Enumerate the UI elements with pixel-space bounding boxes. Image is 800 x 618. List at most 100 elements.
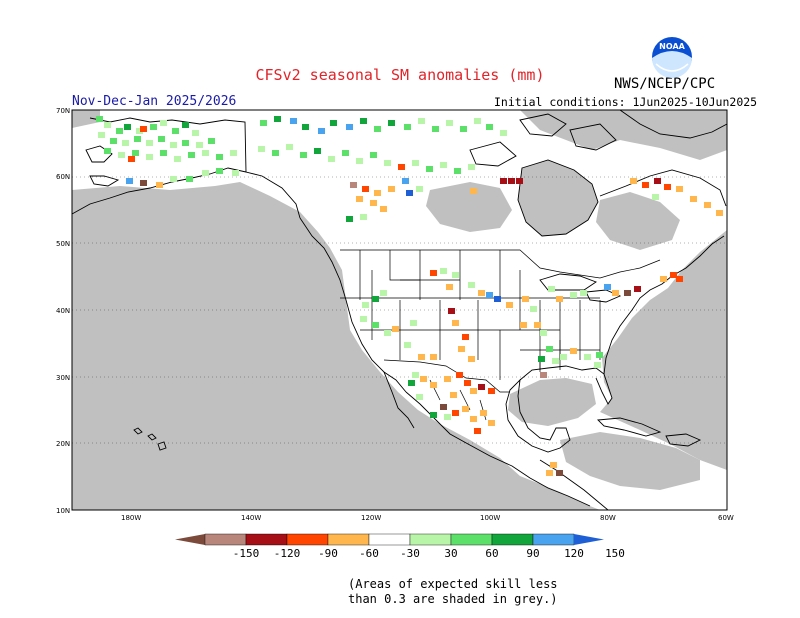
anomaly-pixel <box>330 120 337 126</box>
skill-note-line1: (Areas of expected skill less <box>348 577 558 591</box>
colorbar-label-9: 150 <box>605 547 625 560</box>
noaa-logo: NOAA <box>652 37 692 78</box>
anomaly-pixel <box>196 142 203 148</box>
anomaly-pixel <box>468 164 475 170</box>
anomaly-pixel <box>208 138 215 144</box>
colorbar-bin-8 <box>491 533 534 546</box>
anomaly-pixel <box>416 186 423 192</box>
anomaly-pixel <box>540 330 547 336</box>
colorbar-bin-5 <box>368 533 411 546</box>
lat-label-20n: 20N <box>56 440 70 448</box>
anomaly-pixels <box>96 116 723 476</box>
anomaly-pixel <box>508 178 515 184</box>
anomaly-pixel <box>392 326 399 332</box>
anomaly-pixel <box>660 276 667 282</box>
anomaly-pixel <box>546 346 553 352</box>
lon-label-140w: 140W <box>241 514 261 522</box>
anomaly-pixel <box>634 286 641 292</box>
anomaly-pixel <box>314 148 321 154</box>
anomaly-pixel <box>548 286 555 292</box>
colorbar-label-5: 30 <box>444 547 457 560</box>
anomaly-pixel <box>272 150 279 156</box>
anomaly-pixel <box>374 126 381 132</box>
anomaly-pixel <box>440 162 447 168</box>
anomaly-pixel <box>468 356 475 362</box>
lon-label-120w: 120W <box>361 514 381 522</box>
anomaly-pixel <box>186 176 193 182</box>
anomaly-pixel <box>174 156 181 162</box>
colorbar-arrow-right <box>574 534 604 545</box>
anomaly-pixel <box>458 346 465 352</box>
anomaly-pixel <box>146 140 153 146</box>
anomaly-pixel <box>704 202 711 208</box>
anomaly-pixel <box>158 136 165 142</box>
anomaly-pixel <box>416 394 423 400</box>
agency-label: NWS/NCEP/CPC <box>614 76 716 92</box>
anomaly-pixel <box>104 122 111 128</box>
anomaly-pixel <box>156 182 163 188</box>
anomaly-pixel <box>404 342 411 348</box>
anomaly-pixel <box>350 182 357 188</box>
anomaly-pixel <box>456 372 463 378</box>
anomaly-pixel <box>362 186 369 192</box>
anomaly-pixel <box>380 290 387 296</box>
anomaly-pixel <box>560 354 567 360</box>
colorbar-bin-9 <box>532 533 575 546</box>
anomaly-pixel <box>642 182 649 188</box>
anomaly-pixel <box>452 320 459 326</box>
anomaly-pixel <box>470 388 477 394</box>
colorbar-bin-2 <box>245 533 288 546</box>
anomaly-pixel <box>478 290 485 296</box>
anomaly-pixel <box>418 354 425 360</box>
anomaly-pixel <box>464 380 471 386</box>
anomaly-pixel <box>346 216 353 222</box>
anomaly-pixel <box>360 316 367 322</box>
anomaly-pixel <box>430 270 437 276</box>
anomaly-pixel <box>380 206 387 212</box>
anomaly-pixel <box>98 132 105 138</box>
anomaly-pixel <box>140 180 147 186</box>
anomaly-pixel <box>342 150 349 156</box>
anomaly-pixel <box>418 118 425 124</box>
anomaly-pixel <box>318 128 325 134</box>
anomaly-pixel <box>604 284 611 290</box>
anomaly-pixel <box>408 380 415 386</box>
anomaly-pixel <box>446 120 453 126</box>
anomaly-pixel <box>430 412 437 418</box>
anomaly-pixel <box>188 152 195 158</box>
anomaly-pixel <box>538 356 545 362</box>
anomaly-pixel <box>420 376 427 382</box>
anomaly-pixel <box>522 296 529 302</box>
colorbar-label-7: 90 <box>526 547 539 560</box>
anomaly-pixel <box>676 186 683 192</box>
anomaly-pixel <box>360 214 367 220</box>
anomaly-pixel <box>448 308 455 314</box>
anomaly-pixel <box>550 462 557 468</box>
anomaly-pixel <box>540 372 547 378</box>
colorbar: -150 -120 -90 -60 -30 30 60 90 120 150 <box>175 533 625 560</box>
anomaly-pixel <box>172 128 179 134</box>
anomaly-pixel <box>444 376 451 382</box>
anomaly-pixel <box>290 118 297 124</box>
anomaly-pixel <box>584 354 591 360</box>
anomaly-pixel <box>530 306 537 312</box>
anomaly-pixel <box>302 124 309 130</box>
anomaly-pixel <box>182 122 189 128</box>
anomaly-pixel <box>440 404 447 410</box>
anomaly-pixel <box>664 184 671 190</box>
anomaly-pixel <box>134 136 141 142</box>
lat-label-70n: 70N <box>56 107 70 115</box>
anomaly-pixel <box>182 140 189 146</box>
anomaly-pixel <box>480 410 487 416</box>
anomaly-pixel <box>216 168 223 174</box>
anomaly-pixel <box>534 322 541 328</box>
longitude-axis: 180W 140W 120W 100W 80W 60W <box>121 514 734 522</box>
anomaly-pixel <box>258 146 265 152</box>
anomaly-pixel <box>454 168 461 174</box>
anomaly-pixel <box>552 358 559 364</box>
anomaly-pixel <box>388 186 395 192</box>
anomaly-pixel <box>474 428 481 434</box>
colorbar-label-6: 60 <box>485 547 498 560</box>
anomaly-pixel <box>426 166 433 172</box>
anomaly-pixel <box>486 124 493 130</box>
